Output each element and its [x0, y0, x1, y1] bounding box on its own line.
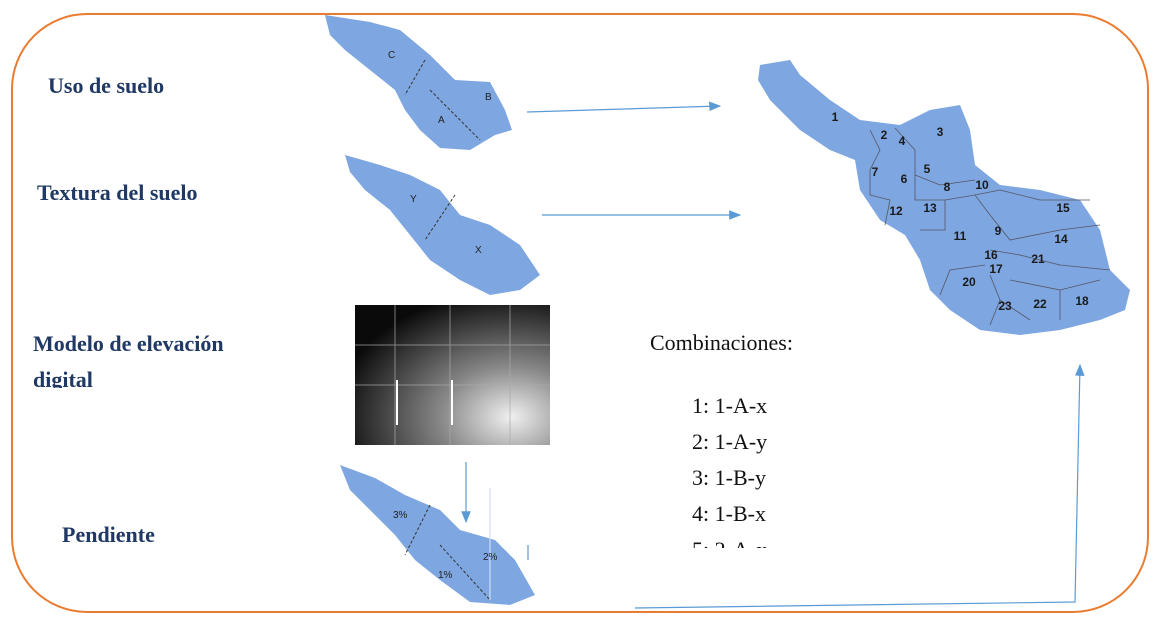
label: Textura del suelo: [37, 175, 198, 211]
zone-label: B: [485, 92, 492, 103]
zone-label: A: [438, 115, 445, 126]
slope-map: [340, 465, 535, 605]
subbasin-number: 4: [899, 134, 906, 148]
subbasin-number: 10: [975, 178, 989, 192]
subbasin-number: 5: [924, 162, 931, 176]
subbasin-number: 8: [944, 180, 951, 194]
subbasin-number: 15: [1056, 201, 1070, 215]
subbasin-number: 7: [872, 165, 879, 179]
subbasin-number: 1: [832, 110, 839, 124]
subbasin-number: 11: [954, 229, 967, 243]
subbasin-number: 13: [923, 201, 937, 215]
subbasin-number: 6: [901, 172, 908, 186]
texture-map: [345, 155, 540, 295]
subbasin-number: 21: [1031, 252, 1045, 266]
label: Pendiente: [62, 517, 155, 553]
page: 12345678910111213141516171820212223 CBAY…: [0, 0, 1158, 620]
subbasin-number: 22: [1033, 297, 1047, 311]
zone-label: C: [388, 50, 395, 61]
subbasin-number: 17: [989, 262, 1003, 276]
combination: 3: 1-B-y: [692, 460, 892, 496]
zone-label: 2%: [483, 552, 498, 563]
subbasin-number: 12: [889, 204, 903, 218]
land-use-map: [325, 15, 512, 150]
label: Modelo de elevación digital: [33, 326, 248, 388]
combinations-list: 1: 1-A-x2: 1-A-y3: 1-B-y4: 1-B-x5: 2-A-x: [692, 388, 892, 548]
subbasin-number: 16: [984, 248, 998, 262]
subbasin-number: 23: [998, 299, 1012, 313]
zone-label: 3%: [393, 510, 408, 521]
combination: 2: 1-A-y: [692, 424, 892, 460]
zone-label: Y: [410, 194, 417, 205]
diagram: 12345678910111213141516171820212223 CBAY…: [0, 0, 1158, 620]
subbasin-number: 14: [1054, 232, 1068, 246]
combination: 5: 2-A-x: [692, 532, 892, 548]
combination: 4: 1-B-x: [692, 496, 892, 532]
subbasin-number: 3: [937, 125, 944, 139]
zone-label: 1%: [438, 570, 453, 581]
subbasin-number: 18: [1075, 294, 1089, 308]
combination: 1: 1-A-x: [692, 388, 892, 424]
subbasin-number: 20: [962, 275, 976, 289]
label: Uso de suelo: [48, 68, 164, 104]
dem-image: [355, 305, 550, 445]
combinations-title: Combinaciones:: [650, 330, 793, 356]
zone-label: X: [475, 245, 482, 256]
subbasin-number: 9: [995, 224, 1002, 238]
subbasin-number: 2: [881, 128, 888, 142]
